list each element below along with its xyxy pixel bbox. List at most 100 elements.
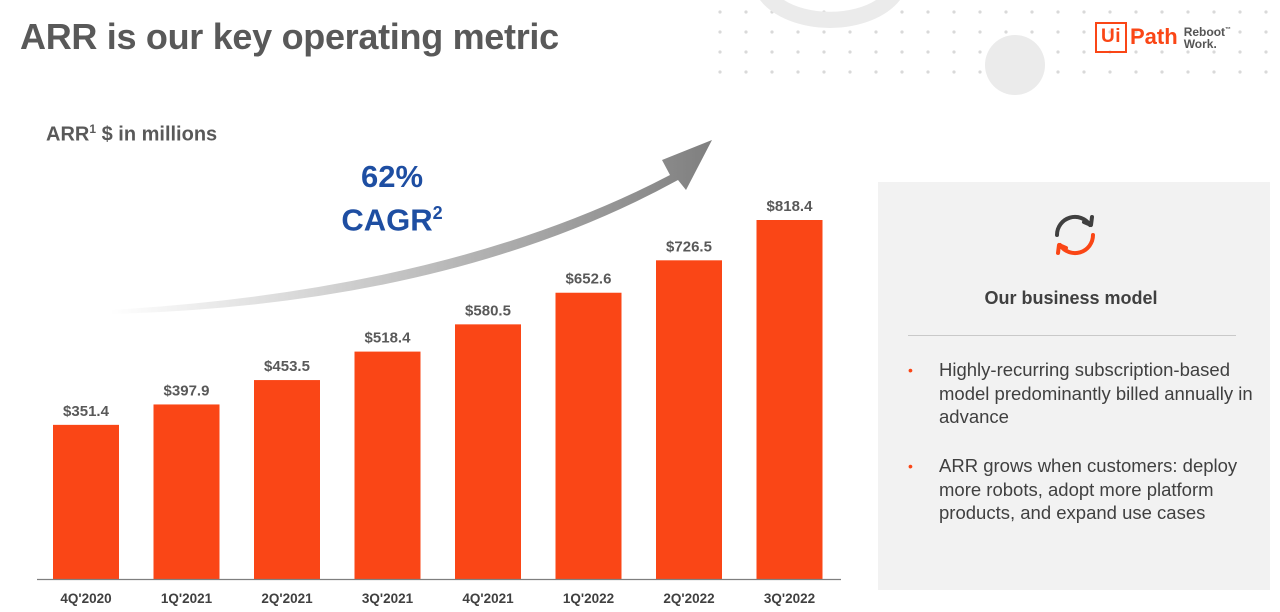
decorative-dot — [1134, 30, 1138, 34]
x-tick-label: 1Q'2021 — [161, 591, 213, 606]
cagr-label: CAGR — [341, 202, 433, 238]
decorative-dot — [744, 50, 748, 54]
decorative-dot — [718, 50, 722, 54]
decorative-dot — [1238, 30, 1242, 34]
decorative-dot — [874, 70, 878, 74]
decorative-dot — [926, 30, 930, 34]
decorative-dot — [1264, 30, 1268, 34]
uipath-logo: Ui Path Reboot™ Work. — [1095, 20, 1240, 54]
decorative-dot — [1134, 50, 1138, 54]
x-tick-label: 3Q'2022 — [764, 591, 815, 606]
cagr-label-line: CAGR2 — [318, 195, 466, 238]
cagr-callout: 62% CAGR2 — [318, 158, 466, 238]
decorative-ring-shape — [760, 0, 900, 28]
decorative-dot — [1186, 30, 1190, 34]
logo-trademark: ™ — [1225, 27, 1232, 33]
decorative-dot — [978, 30, 982, 34]
decorative-dot — [1212, 30, 1216, 34]
decorative-dot — [900, 50, 904, 54]
data-label: $453.5 — [264, 358, 310, 375]
bar — [254, 380, 320, 579]
logo-ui-box: Ui — [1095, 21, 1127, 53]
decorative-dot — [952, 50, 956, 54]
decorative-dots-background — [718, 0, 1268, 95]
decorative-dot — [1134, 70, 1138, 74]
bullet-text: Highly-recurring subscription-based mode… — [939, 359, 1253, 427]
decorative-dot — [796, 70, 800, 74]
decorative-dot — [1160, 50, 1164, 54]
subtitle-footnote-1: 1 — [89, 122, 97, 136]
bar — [53, 424, 119, 579]
logo-tagline-line2: Work. — [1183, 37, 1217, 51]
x-tick-label: 4Q'2020 — [60, 591, 111, 606]
x-tick-label: 2Q'2022 — [663, 591, 714, 606]
bullet-dot: • — [908, 362, 913, 378]
decorative-dot — [744, 10, 748, 14]
panel-heading: Our business model — [984, 288, 1158, 308]
decorative-dot — [978, 10, 982, 14]
logo-tagline: Reboot™ Work. — [1184, 24, 1240, 50]
decorative-dot — [900, 30, 904, 34]
decorative-dot — [1160, 10, 1164, 14]
decorative-dot — [900, 10, 904, 14]
decorative-dot — [1186, 50, 1190, 54]
decorative-dot — [978, 50, 982, 54]
decorative-dot — [1238, 70, 1242, 74]
decorative-dot — [770, 50, 774, 54]
x-tick-label: 4Q'2021 — [462, 591, 514, 606]
decorative-dot — [926, 10, 930, 14]
data-label: $652.6 — [566, 271, 612, 288]
decorative-dot — [744, 70, 748, 74]
decorative-dot — [796, 30, 800, 34]
data-label: $726.5 — [666, 238, 712, 255]
decorative-dot — [822, 50, 826, 54]
decorative-dot — [978, 70, 982, 74]
decorative-dot — [822, 30, 826, 34]
arr-bar-chart: $351.4 4Q'2020 $397.9 1Q'2021 $453.5 2Q'2021 $… — [37, 140, 841, 606]
decorative-dot — [718, 70, 722, 74]
data-label: $580.5 — [465, 302, 511, 319]
decorative-dot — [1212, 70, 1216, 74]
data-label: $397.9 — [164, 382, 210, 399]
decorative-dot — [1134, 10, 1138, 14]
decorative-dot — [718, 30, 722, 34]
cagr-footnote-2: 2 — [432, 203, 443, 223]
decorative-dot — [1082, 50, 1086, 54]
bar — [555, 292, 622, 579]
decorative-dot — [874, 30, 878, 34]
decorative-dot — [1264, 70, 1268, 74]
decorative-dot — [1212, 10, 1216, 14]
decorative-dot — [1004, 10, 1008, 14]
decorative-circle-shape — [985, 35, 1045, 95]
refresh-cycle-icon — [1054, 214, 1096, 256]
decorative-dot — [874, 50, 878, 54]
data-label: $818.4 — [767, 198, 814, 215]
x-tick-label: 2Q'2021 — [261, 591, 313, 606]
bullet-dot: • — [908, 458, 913, 474]
bar — [656, 260, 722, 579]
decorative-dot — [796, 50, 800, 54]
cagr-value: 62% — [360, 159, 424, 194]
decorative-dot — [900, 70, 904, 74]
decorative-dot — [1004, 30, 1008, 34]
decorative-dot — [926, 70, 930, 74]
decorative-dot — [952, 70, 956, 74]
decorative-dot — [1264, 10, 1268, 14]
decorative-dot — [1082, 30, 1086, 34]
decorative-dot — [848, 50, 852, 54]
business-model-panel: Our business model • Highly-recurring su… — [878, 182, 1270, 590]
decorative-dot — [1108, 70, 1112, 74]
decorative-dot — [770, 70, 774, 74]
decorative-dot — [1082, 70, 1086, 74]
bar-series: $351.4 4Q'2020 $397.9 1Q'2021 $453.5 2Q'2021 $… — [53, 198, 823, 606]
logo-path-text: Path — [1130, 24, 1178, 49]
decorative-dot — [718, 10, 722, 14]
data-label: $518.4 — [365, 330, 412, 347]
decorative-dot — [1056, 70, 1060, 74]
bullet-text: ARR grows when customers: deploy more ro… — [939, 455, 1238, 523]
decorative-dot — [1030, 30, 1034, 34]
decorative-dot — [1108, 10, 1112, 14]
bar — [153, 404, 220, 579]
decorative-dot — [1186, 70, 1190, 74]
bar — [455, 324, 521, 579]
